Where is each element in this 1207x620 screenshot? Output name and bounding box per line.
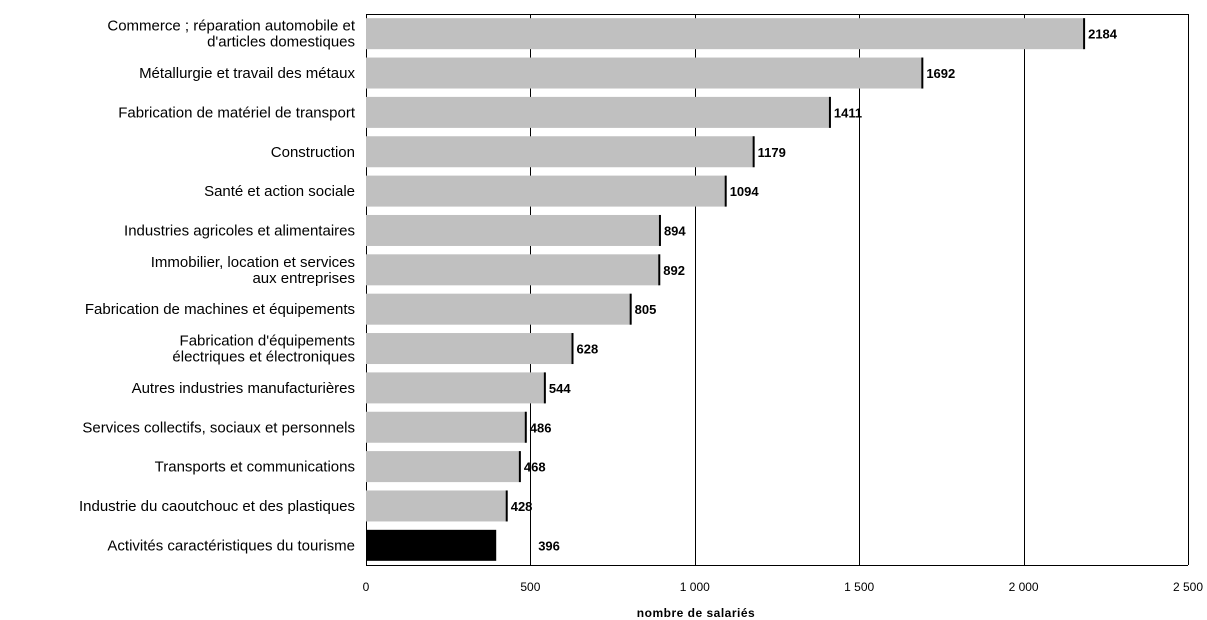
x-tick-label: 2 500 [1173,580,1203,594]
x-tick-label: 2 000 [1009,580,1039,594]
bar [366,96,830,128]
category-label: Fabrication de machines et équipements [85,301,355,318]
bar [366,372,545,404]
category-label: Immobilier, location et services [151,254,355,271]
data-label: 544 [549,381,571,396]
data-label: 2184 [1088,27,1118,42]
bar [366,136,754,168]
category-label: Activités caractéristiques du tourisme [107,537,355,554]
category-label: Fabrication de matériel de transport [118,104,356,121]
x-tick-label: 1 000 [680,580,710,594]
gridlines [366,14,1189,566]
category-label: Services collectifs, sociaux et personne… [82,419,355,436]
category-label: Transports et communications [155,459,355,476]
bar [366,451,520,483]
data-label: 805 [635,302,657,317]
x-tick-label: 500 [520,580,540,594]
bar [366,18,1085,50]
bar [366,333,573,365]
bars [366,18,1086,561]
data-label: 1094 [730,184,760,199]
bar [366,57,923,89]
bar [366,175,726,207]
x-tick-labels: 0 500 1 000 1 500 2 000 2 500 [363,580,1204,594]
data-label: 628 [576,342,598,357]
bar [366,490,507,522]
x-tick-label: 1 500 [844,580,874,594]
bar [366,411,526,443]
data-label: 396 [538,538,560,553]
data-label: 1692 [926,66,955,81]
x-axis-title: nombre de salariés [637,606,755,620]
value-labels: 2184 1692 1411 1179 1094 894 892 805 628 544 486 46… [511,27,1118,554]
data-label: 428 [511,499,533,514]
bar [366,254,660,286]
category-label: aux entreprises [252,270,355,287]
category-label: Commerce ; réparation automobile et [107,18,355,35]
bar [366,214,660,246]
category-label: Métallurgie et travail des métaux [139,65,355,82]
x-tick-label: 0 [363,580,370,594]
data-label: 486 [530,420,552,435]
data-label: 892 [663,263,685,278]
category-label: Fabrication d'équipements [180,333,355,350]
data-label: 894 [664,223,686,238]
category-label: d'articles domestiques [207,34,355,51]
category-label: Autres industries manufacturières [132,380,355,397]
category-label: Construction [271,144,355,161]
category-label: Santé et action sociale [204,183,355,200]
bar-highlight [366,529,497,561]
category-label: Industrie du caoutchouc et des plastique… [79,498,355,515]
data-label: 1411 [834,105,862,120]
data-label: 1179 [758,145,786,160]
category-label: Industries agricoles et alimentaires [124,222,355,239]
bar [366,293,631,325]
data-label: 468 [524,460,546,475]
category-label: électriques et électroniques [172,349,355,366]
category-labels: Commerce ; réparation automobile etd'art… [79,18,356,555]
